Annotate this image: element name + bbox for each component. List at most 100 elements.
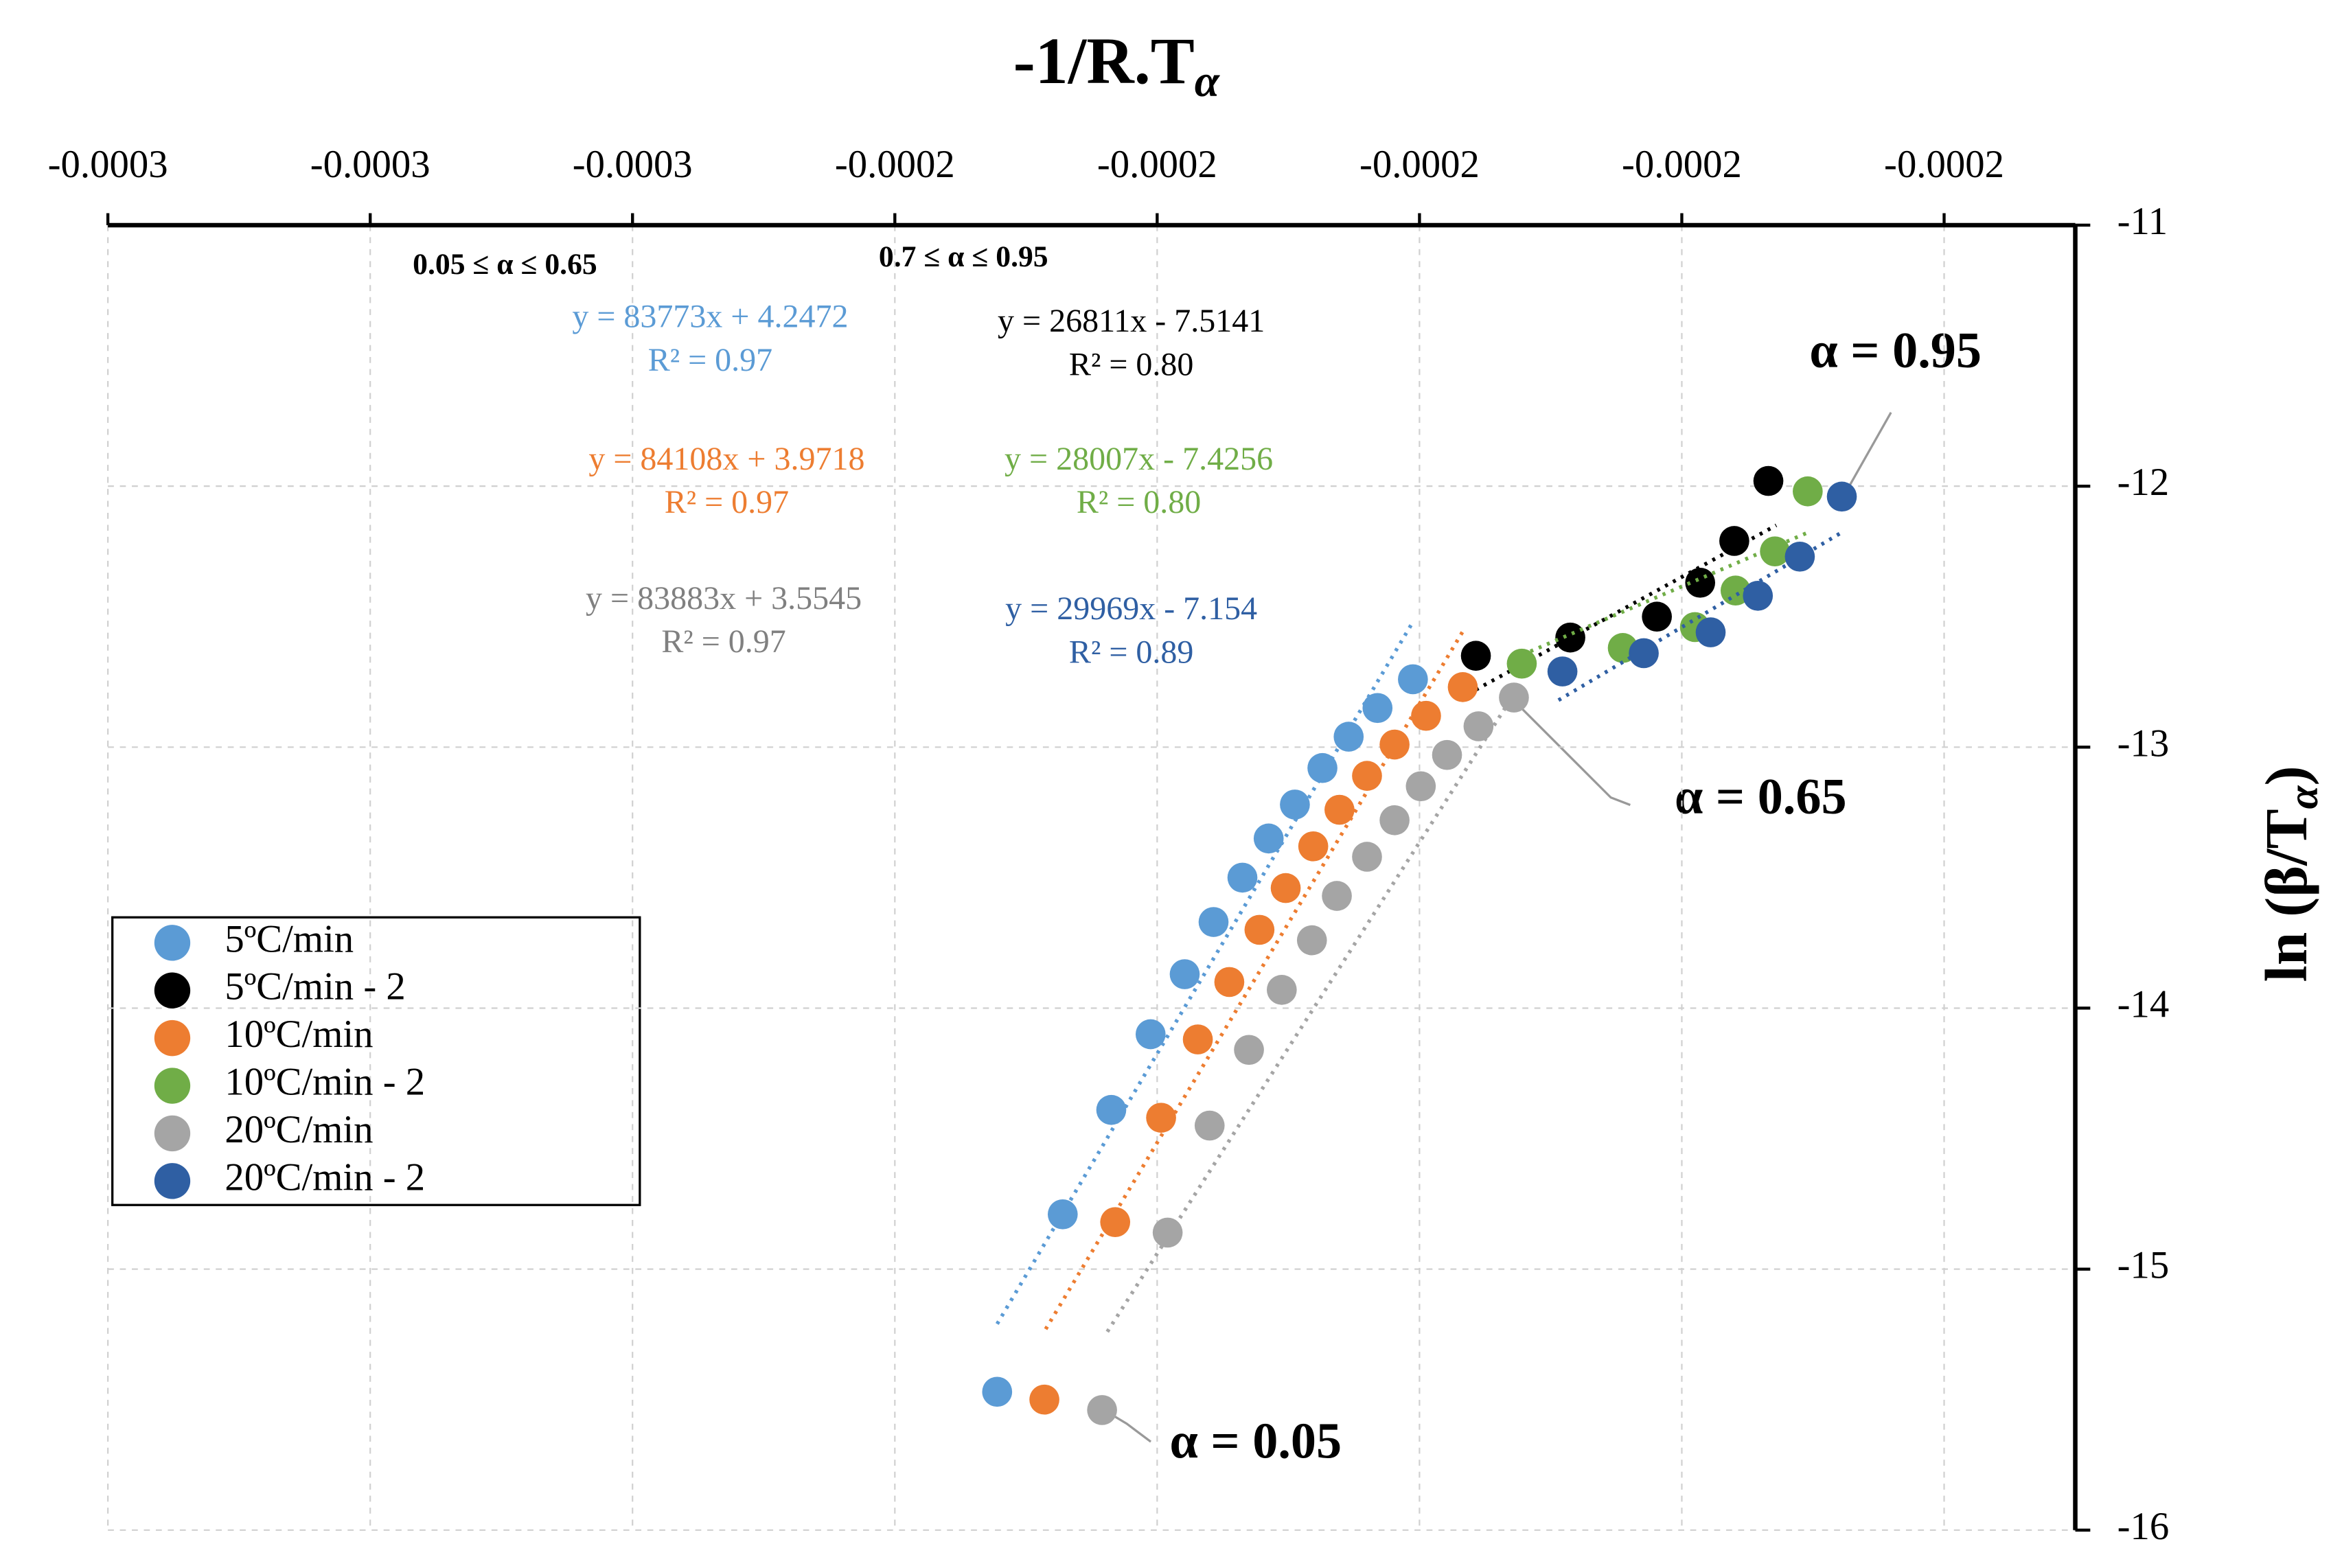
leader-line bbox=[1111, 1414, 1152, 1443]
x-tick-label: -0.0003 bbox=[310, 143, 430, 186]
data-point bbox=[1753, 465, 1784, 496]
x-axis-title-sub: α bbox=[1195, 57, 1221, 106]
legend-label: 20ºC/min - 2 bbox=[225, 1155, 425, 1199]
x-axis-title-main: -1/R.T bbox=[1013, 24, 1195, 97]
data-point bbox=[1719, 526, 1749, 556]
data-point bbox=[1298, 831, 1329, 862]
legend bbox=[111, 916, 641, 1206]
data-point bbox=[1547, 656, 1578, 687]
legend-swatch bbox=[154, 1163, 191, 1199]
data-point bbox=[1432, 739, 1462, 770]
data-point bbox=[1793, 476, 1823, 507]
data-point bbox=[1253, 823, 1284, 854]
data-point bbox=[1460, 641, 1491, 671]
data-point bbox=[1135, 1019, 1166, 1050]
data-point bbox=[1629, 638, 1659, 669]
equation: y = 83773x + 4.2472 bbox=[572, 298, 848, 334]
equation: y = 29969x - 7.154 bbox=[1005, 590, 1257, 627]
y-tick-label: -11 bbox=[2117, 200, 2168, 243]
data-point bbox=[1826, 481, 1857, 512]
data-point bbox=[1379, 805, 1410, 835]
y-tick-label: -12 bbox=[2117, 461, 2170, 504]
y-axis-title-end: ) bbox=[2253, 765, 2319, 785]
data-point bbox=[1411, 700, 1441, 731]
data-point bbox=[1087, 1395, 1117, 1425]
r-squared: R² = 0.80 bbox=[1069, 346, 1193, 382]
data-point bbox=[1784, 541, 1815, 572]
data-point bbox=[1267, 975, 1297, 1005]
legend-swatch bbox=[154, 1115, 191, 1152]
data-point bbox=[1555, 622, 1585, 653]
data-point bbox=[1760, 536, 1790, 567]
data-point bbox=[1463, 711, 1494, 741]
data-point bbox=[1152, 1217, 1183, 1248]
data-point bbox=[1506, 648, 1537, 679]
data-point bbox=[1398, 664, 1428, 695]
data-point bbox=[1296, 925, 1327, 956]
annotation: α = 0.05 bbox=[1169, 1414, 1342, 1470]
trendline bbox=[1475, 523, 1778, 692]
r-squared: R² = 0.97 bbox=[661, 623, 785, 660]
legend-label: 10ºC/min - 2 bbox=[225, 1061, 425, 1104]
data-point bbox=[1499, 682, 1529, 713]
data-point bbox=[1280, 789, 1310, 820]
data-point bbox=[1322, 881, 1352, 911]
data-point bbox=[1352, 761, 1382, 791]
leader-line bbox=[1519, 706, 1631, 807]
range-label: 0.05 ≤ α ≤ 0.65 bbox=[413, 248, 597, 281]
legend-label: 20ºC/min bbox=[225, 1108, 373, 1151]
y-tick-label: -15 bbox=[2117, 1244, 2170, 1287]
data-point bbox=[1234, 1035, 1264, 1065]
annotation: α = 0.95 bbox=[1809, 323, 1982, 379]
data-point bbox=[1100, 1207, 1131, 1238]
x-axis-title: -1/R.Tα bbox=[1013, 24, 1221, 106]
equation: y = 28007x - 7.4256 bbox=[1004, 441, 1273, 477]
legend-swatch bbox=[154, 972, 191, 1008]
r-squared: R² = 0.97 bbox=[648, 342, 772, 378]
y-axis-title: ln (β/Tα) bbox=[2253, 765, 2327, 982]
data-point bbox=[1047, 1199, 1078, 1230]
x-tick-label: -0.0002 bbox=[1359, 143, 1480, 186]
equation: y = 83883x + 3.5545 bbox=[586, 580, 862, 616]
data-point bbox=[1642, 601, 1672, 632]
data-point bbox=[1244, 914, 1275, 945]
y-tick-label: -14 bbox=[2117, 982, 2170, 1026]
data-point bbox=[1362, 693, 1393, 724]
x-tick-label: -0.0002 bbox=[1097, 143, 1217, 186]
data-point bbox=[1447, 672, 1478, 702]
data-point bbox=[1324, 794, 1355, 825]
legend-swatch bbox=[154, 1068, 191, 1104]
data-point bbox=[1096, 1094, 1127, 1125]
annotation: α = 0.65 bbox=[1675, 769, 1847, 825]
leader-line bbox=[1845, 411, 1892, 493]
data-point bbox=[1198, 907, 1229, 937]
data-point bbox=[1333, 722, 1364, 752]
legend-swatch bbox=[154, 1019, 191, 1057]
y-axis-title-main: ln (β/T bbox=[2253, 809, 2319, 982]
legend-label: 10ºC/min bbox=[225, 1013, 373, 1056]
data-point bbox=[1194, 1110, 1225, 1141]
r-squared: R² = 0.89 bbox=[1069, 634, 1193, 670]
data-point bbox=[1214, 967, 1245, 998]
r-squared: R² = 0.97 bbox=[665, 484, 789, 520]
data-point bbox=[1029, 1384, 1059, 1415]
data-point bbox=[1405, 771, 1436, 802]
legend-swatch bbox=[154, 925, 191, 961]
y-tick-label: -13 bbox=[2117, 722, 2170, 765]
legend-label: 5ºC/min bbox=[225, 917, 354, 960]
data-point bbox=[1685, 567, 1716, 598]
data-point bbox=[1169, 959, 1200, 989]
data-point bbox=[1227, 862, 1258, 893]
data-point bbox=[1307, 752, 1338, 783]
x-tick-label: -0.0003 bbox=[48, 143, 168, 186]
equation: y = 26811x - 7.5141 bbox=[998, 303, 1265, 339]
y-tick-label: -16 bbox=[2117, 1505, 2170, 1548]
trendline bbox=[1557, 531, 1841, 702]
legend-label: 5ºC/min - 2 bbox=[225, 965, 405, 1008]
data-point bbox=[1352, 842, 1382, 872]
data-point bbox=[1695, 617, 1726, 647]
data-point bbox=[1146, 1103, 1176, 1133]
x-tick-label: -0.0002 bbox=[1884, 143, 2004, 186]
x-tick-label: -0.0002 bbox=[835, 143, 955, 186]
